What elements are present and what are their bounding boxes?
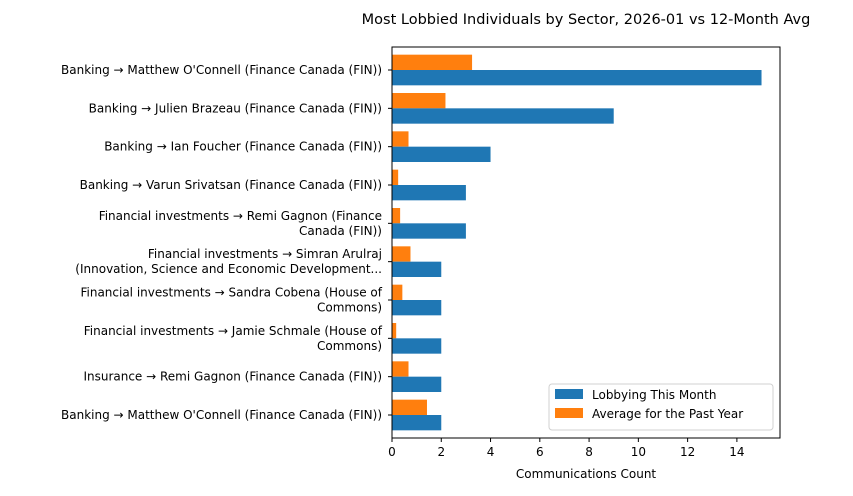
y-tick-label: Banking → Matthew O'Connell (Finance Can… (61, 408, 382, 422)
x-tick-label: 2 (437, 445, 445, 459)
bar-this-month (392, 261, 442, 277)
bar-this-month (392, 376, 442, 392)
bar-past-year-avg (392, 399, 427, 415)
x-axis-label: Communications Count (516, 467, 657, 481)
bar-past-year-avg (392, 131, 409, 147)
bar-this-month (392, 70, 762, 86)
x-tick-label: 8 (585, 445, 593, 459)
bar-this-month (392, 415, 442, 431)
y-tick-label: Banking → Ian Foucher (Finance Canada (F… (104, 140, 382, 154)
y-tick-label: Financial investments → Simran Arulraj (I… (75, 247, 382, 276)
bar-past-year-avg (392, 323, 397, 339)
x-tick-label: 6 (536, 445, 544, 459)
bar-this-month (392, 146, 491, 162)
bar-past-year-avg (392, 169, 399, 185)
bar-past-year-avg (392, 246, 411, 262)
legend-swatch (555, 408, 583, 418)
y-tick-label: Insurance → Remi Gagnon (Finance Canada … (83, 370, 382, 384)
y-tick-label: Financial investments → Jamie Schmale (H… (84, 324, 383, 353)
x-tick-label: 14 (729, 445, 744, 459)
bar-past-year-avg (392, 208, 401, 224)
legend-swatch (555, 389, 583, 399)
x-tick-label: 12 (680, 445, 695, 459)
bar-this-month (392, 108, 614, 124)
bar-this-month (392, 185, 466, 201)
y-tick-label: Banking → Varun Srivatsan (Finance Canad… (80, 178, 382, 192)
plot-frame (391, 46, 781, 439)
bar-past-year-avg (392, 284, 403, 300)
bar-past-year-avg (392, 54, 473, 70)
bar-this-month (392, 300, 442, 316)
legend-label: Lobbying This Month (592, 388, 716, 402)
bar-this-month (392, 223, 466, 239)
bar-past-year-avg (392, 93, 446, 109)
legend-box (548, 383, 774, 431)
bar-past-year-avg (392, 361, 409, 377)
bar-this-month (392, 338, 442, 354)
x-tick-label: 10 (631, 445, 646, 459)
y-tick-label: Financial investments → Sandra Cobena (H… (80, 286, 382, 315)
x-tick-label: 0 (388, 445, 396, 459)
legend-label: Average for the Past Year (592, 407, 743, 421)
legend: Lobbying This Month Average for the Past … (548, 383, 774, 431)
y-tick-label: Banking → Julien Brazeau (Finance Canada… (89, 101, 382, 115)
x-tick-label: 4 (487, 445, 495, 459)
chart-title: Most Lobbied Individuals by Sector, 2026… (362, 12, 811, 28)
y-tick-label: Banking → Matthew O'Connell (Finance Can… (61, 63, 382, 77)
y-tick-label: Financial investments → Remi Gagnon (Fin… (99, 209, 382, 238)
